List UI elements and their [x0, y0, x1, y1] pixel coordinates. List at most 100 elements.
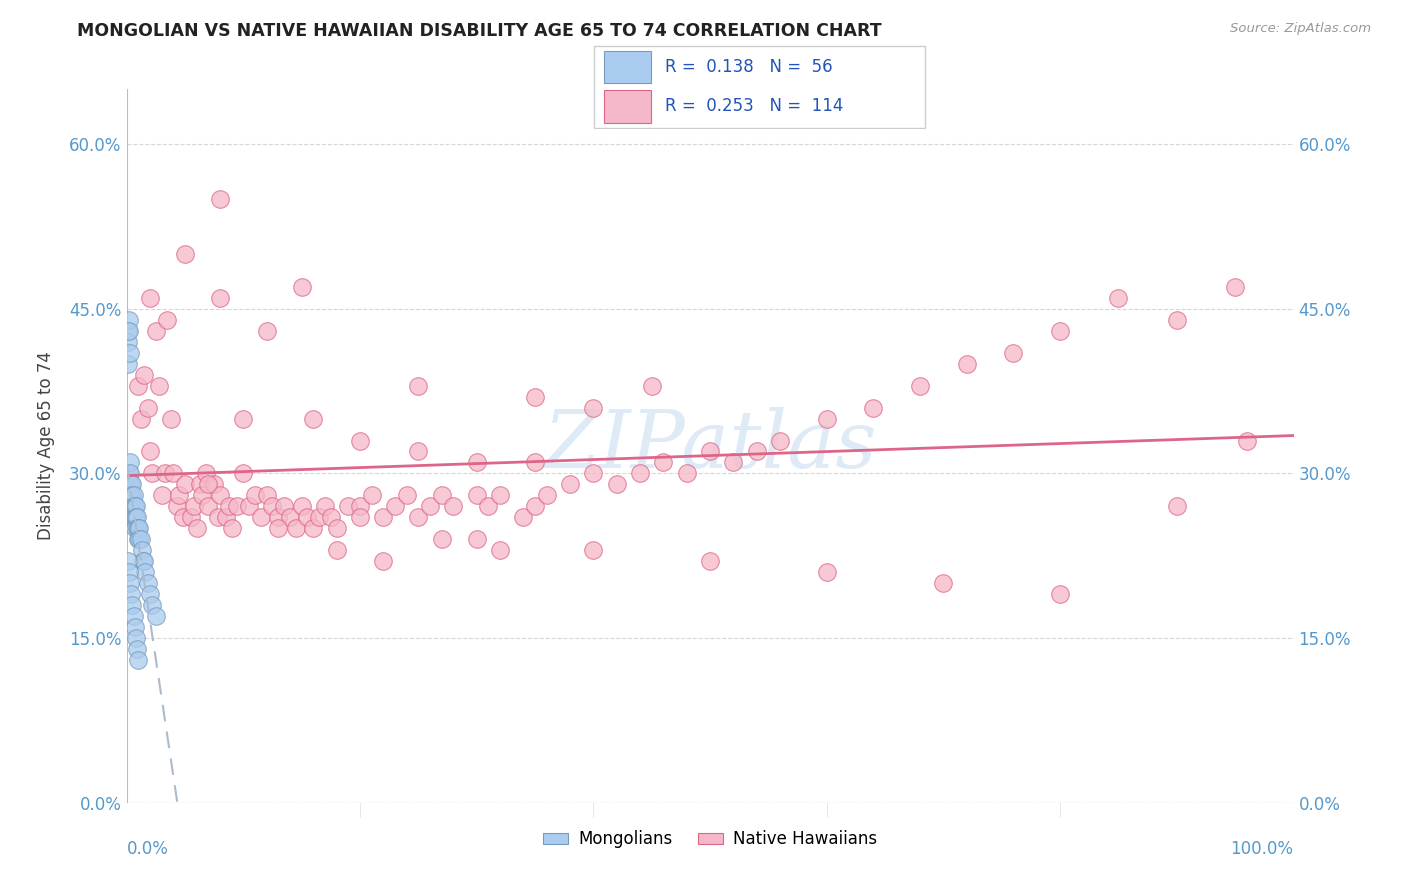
Point	[118, 500, 141, 514]
Point	[197, 477, 219, 491]
Point	[249, 510, 271, 524]
Point	[125, 521, 148, 535]
Point	[174, 247, 197, 261]
Point	[125, 510, 148, 524]
Point	[290, 280, 312, 294]
Point	[349, 500, 371, 514]
Point	[121, 488, 143, 502]
Point	[121, 500, 143, 514]
Point	[118, 467, 141, 481]
Point	[207, 510, 229, 524]
Point	[284, 521, 307, 535]
Point	[908, 378, 931, 392]
Text: Source: ZipAtlas.com: Source: ZipAtlas.com	[1230, 22, 1371, 36]
Point	[325, 543, 347, 558]
Point	[128, 521, 150, 535]
Point	[118, 455, 141, 469]
Point	[523, 500, 546, 514]
Point	[360, 488, 382, 502]
Point	[815, 411, 838, 425]
Point	[308, 510, 330, 524]
Point	[1166, 500, 1188, 514]
Point	[125, 642, 148, 657]
Legend: Mongolians, Native Hawaiians: Mongolians, Native Hawaiians	[537, 824, 883, 855]
Point	[118, 324, 141, 338]
Point	[122, 609, 145, 624]
Point	[512, 510, 534, 524]
Point	[297, 510, 319, 524]
Point	[132, 554, 155, 568]
Point	[238, 500, 260, 514]
Point	[208, 192, 231, 206]
Point	[319, 510, 342, 524]
Text: R =  0.253   N =  114: R = 0.253 N = 114	[665, 97, 844, 115]
Point	[1049, 587, 1071, 601]
Point	[120, 510, 142, 524]
Point	[430, 488, 453, 502]
Point	[121, 477, 143, 491]
Point	[120, 587, 142, 601]
Point	[139, 444, 162, 458]
Point	[465, 455, 488, 469]
Point	[117, 500, 139, 514]
Point	[226, 500, 249, 514]
Point	[256, 324, 278, 338]
Point	[139, 587, 162, 601]
Point	[132, 554, 155, 568]
Point	[1236, 434, 1258, 448]
Point	[956, 357, 979, 371]
Point	[148, 378, 170, 392]
Point	[278, 510, 301, 524]
Point	[118, 345, 141, 359]
Point	[118, 488, 141, 502]
Point	[232, 411, 254, 425]
Point	[174, 477, 197, 491]
Point	[408, 510, 430, 524]
Point	[118, 576, 141, 591]
Point	[652, 455, 675, 469]
Text: 0.0%: 0.0%	[127, 840, 169, 858]
Point	[136, 401, 159, 415]
FancyBboxPatch shape	[605, 90, 651, 122]
Point	[208, 488, 231, 502]
Point	[180, 510, 202, 524]
Point	[125, 500, 148, 514]
Point	[120, 477, 142, 491]
Point	[118, 566, 141, 580]
Point	[127, 653, 149, 667]
Point	[218, 500, 240, 514]
Point	[699, 444, 721, 458]
Point	[162, 467, 184, 481]
Text: 100.0%: 100.0%	[1230, 840, 1294, 858]
Point	[582, 401, 605, 415]
Point	[127, 533, 149, 547]
Point	[202, 477, 225, 491]
Point	[477, 500, 499, 514]
Point	[430, 533, 453, 547]
Point	[141, 598, 163, 612]
Point	[699, 554, 721, 568]
Point	[122, 500, 145, 514]
Point	[419, 500, 441, 514]
Point	[122, 510, 145, 524]
Point	[208, 291, 231, 305]
Point	[145, 324, 167, 338]
Point	[156, 312, 179, 326]
Point	[121, 598, 143, 612]
Point	[183, 500, 205, 514]
Point	[675, 467, 697, 481]
Point	[136, 576, 159, 591]
Text: R =  0.138   N =  56: R = 0.138 N = 56	[665, 58, 832, 76]
Point	[188, 477, 211, 491]
Point	[536, 488, 558, 502]
Point	[145, 609, 167, 624]
Point	[127, 378, 149, 392]
Point	[117, 488, 139, 502]
Point	[641, 378, 664, 392]
Point	[125, 631, 148, 645]
Point	[408, 444, 430, 458]
Point	[314, 500, 336, 514]
Point	[267, 521, 290, 535]
Point	[373, 510, 395, 524]
Point	[489, 543, 512, 558]
